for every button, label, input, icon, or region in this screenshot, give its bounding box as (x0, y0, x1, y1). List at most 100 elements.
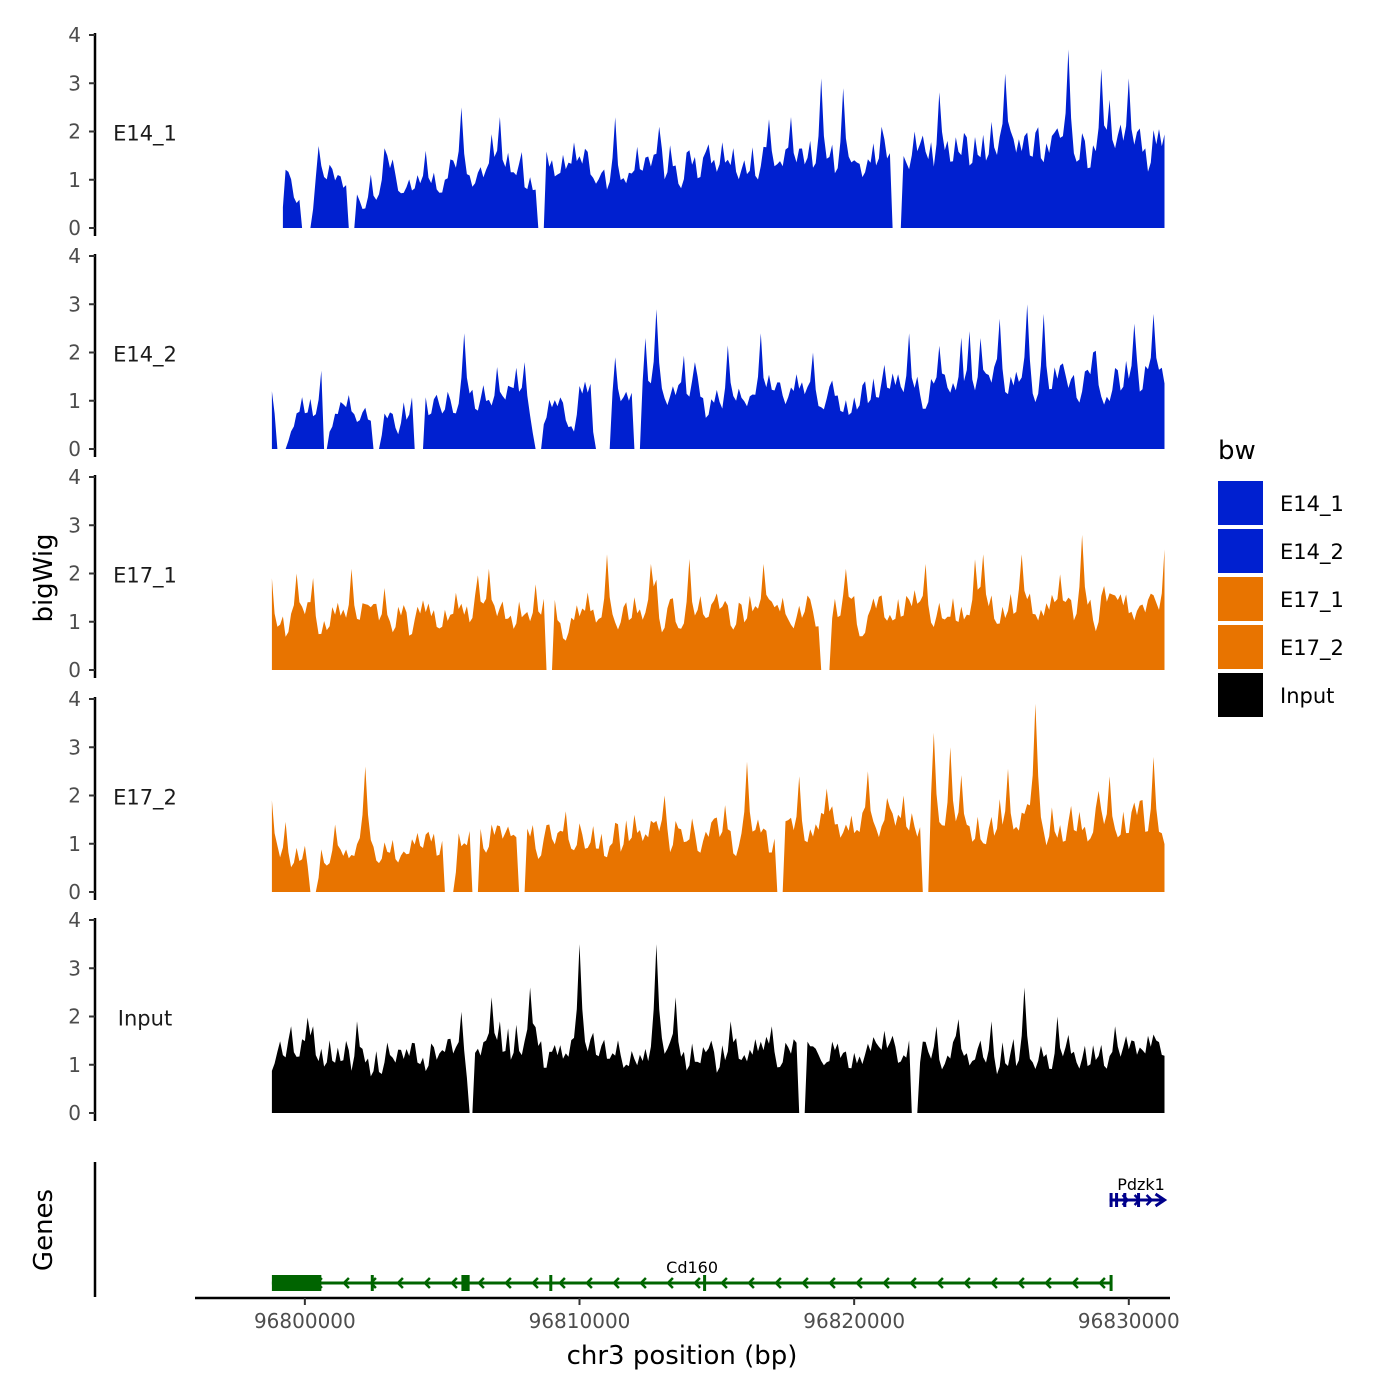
x-axis: 96800000 96810000 96820000 96830000 (195, 1296, 1180, 1333)
exon-Cd160-3 (461, 1275, 470, 1291)
legend-title: bw (1218, 436, 1256, 466)
y-axis-title: bigWig (29, 533, 59, 622)
x-tick-label-96830000: 96830000 (1078, 1309, 1180, 1333)
gene-label-Cd160: Cd160 (666, 1258, 718, 1277)
y-tick-label-E17_2-1: 1 (68, 832, 81, 856)
legend-key-E17_1 (1218, 577, 1263, 621)
strand-chevron-Cd160 (693, 1277, 701, 1289)
strand-chevron-Cd160 (1071, 1277, 1079, 1289)
track-E14_1: 0 1 2 3 4 E14_1 (68, 23, 1165, 240)
strand-chevron-Cd160 (936, 1277, 944, 1289)
legend-label-E14_2: E14_2 (1280, 540, 1344, 565)
area-E14_1 (282, 49, 1165, 228)
track-Input: 0 1 2 3 4 Input (68, 908, 1165, 1125)
exon-Pdzk1-4 (1137, 1193, 1141, 1207)
genes-layer: Cd160 Pdzk1 (93, 1162, 1168, 1297)
strand-chevron-Cd160 (423, 1277, 431, 1289)
area-E17_1 (271, 534, 1165, 670)
track-E17_1: 0 1 2 3 4 E17_1 (68, 465, 1165, 682)
exon-Pdzk1-3 (1123, 1193, 1127, 1207)
strand-chevron-Cd160 (1044, 1277, 1052, 1289)
strand-chevron-Cd160 (774, 1277, 782, 1289)
y-tick-label-E14_2-1: 1 (68, 389, 81, 413)
legend-label-E17_1: E17_1 (1280, 588, 1344, 613)
track-E17_2: 0 1 2 3 4 E17_2 (68, 687, 1165, 904)
strand-chevron-Cd160 (855, 1277, 863, 1289)
exon-Cd160-6 (1109, 1275, 1113, 1291)
x-tick-label-96810000: 96810000 (529, 1309, 631, 1333)
strand-chevron-Cd160 (585, 1277, 593, 1289)
y-tick-label-E17_1-3: 3 (68, 513, 81, 537)
strand-chevron-Cd160 (801, 1277, 809, 1289)
y-tick-label-Input-3: 3 (68, 956, 81, 980)
genes-axis-title: Genes (29, 1189, 59, 1271)
strand-chevron-Cd160 (909, 1277, 917, 1289)
exon-Pdzk1-2 (1115, 1193, 1119, 1207)
strand-chevron-Pdzk1 (1145, 1194, 1154, 1206)
track-label-Input: Input (118, 1007, 172, 1031)
gene-end-arrow-Pdzk1 (1154, 1192, 1168, 1208)
legend-key-E17_2 (1218, 625, 1263, 669)
y-tick-label-E17_1-0: 0 (68, 658, 81, 682)
gene-Cd160: Cd160 (271, 1258, 1113, 1291)
track-E14_2: 0 1 2 3 4 E14_2 (68, 244, 1165, 461)
x-tick-label-96820000: 96820000 (803, 1309, 905, 1333)
exon-Pdzk1-1 (1109, 1193, 1113, 1207)
strand-chevron-Cd160 (666, 1277, 674, 1289)
y-tick-label-E14_1-0: 0 (68, 216, 81, 240)
legend: bw E14_1 E14_2 E17_1 E17_2 Input (1218, 436, 1344, 717)
y-tick-label-E14_2-0: 0 (68, 437, 81, 461)
exon-Cd160-4 (549, 1275, 553, 1291)
strand-chevron-Cd160 (1098, 1277, 1106, 1289)
y-tick-label-E14_2-3: 3 (68, 292, 81, 316)
tracks-layer: 0 1 2 3 4 E14_1 0 1 2 3 4 E14_2 0 1 2 3 4 E17_1 0 1 2 3 4 E17_2… (68, 23, 1165, 1125)
strand-chevron-Cd160 (720, 1277, 728, 1289)
strand-chevron-Cd160 (396, 1277, 404, 1289)
legend-label-E14_1: E14_1 (1280, 492, 1344, 517)
y-tick-label-Input-2: 2 (68, 1005, 81, 1029)
y-tick-label-E17_2-3: 3 (68, 735, 81, 759)
y-tick-label-E17_1-2: 2 (68, 562, 81, 586)
legend-key-Input (1218, 673, 1263, 717)
y-tick-label-Input-0: 0 (68, 1101, 81, 1125)
track-label-E17_1: E17_1 (113, 564, 177, 589)
exon-Cd160-1 (271, 1275, 322, 1291)
strand-chevron-Cd160 (1017, 1277, 1025, 1289)
strand-chevron-Cd160 (477, 1277, 485, 1289)
track-label-E14_2: E14_2 (113, 343, 177, 368)
strand-chevron-Cd160 (504, 1277, 512, 1289)
y-tick-label-E17_1-1: 1 (68, 610, 81, 634)
track-label-E14_1: E14_1 (113, 122, 177, 147)
strand-chevron-Cd160 (450, 1277, 458, 1289)
y-tick-label-E14_2-2: 2 (68, 341, 81, 365)
y-tick-label-E14_1-1: 1 (68, 168, 81, 192)
strand-chevron-Cd160 (990, 1277, 998, 1289)
y-tick-label-E14_2-4: 4 (68, 244, 81, 268)
legend-label-E17_2: E17_2 (1280, 636, 1344, 661)
legend-key-E14_2 (1218, 529, 1263, 573)
strand-chevron-Cd160 (342, 1277, 350, 1289)
area-E14_2 (271, 304, 1165, 449)
x-axis-title: chr3 position (bp) (567, 1341, 798, 1371)
x-tick-label-96800000: 96800000 (254, 1309, 356, 1333)
strand-chevron-Cd160 (963, 1277, 971, 1289)
legend-key-E14_1 (1218, 481, 1263, 525)
y-tick-label-E17_2-2: 2 (68, 784, 81, 808)
legend-label-Input: Input (1280, 684, 1334, 708)
exon-Cd160-2 (370, 1275, 374, 1291)
y-tick-label-E17_2-4: 4 (68, 687, 81, 711)
area-E17_2 (271, 703, 1165, 892)
gene-label-Pdzk1: Pdzk1 (1117, 1175, 1165, 1194)
area-Input (271, 944, 1165, 1113)
strand-chevron-Cd160 (612, 1277, 620, 1289)
strand-chevron-Cd160 (882, 1277, 890, 1289)
y-tick-label-Input-1: 1 (68, 1053, 81, 1077)
y-tick-label-E14_1-3: 3 (68, 71, 81, 95)
exon-Cd160-5 (703, 1275, 707, 1291)
y-tick-label-E17_1-4: 4 (68, 465, 81, 489)
y-tick-label-Input-4: 4 (68, 908, 81, 932)
track-label-E17_2: E17_2 (113, 786, 177, 811)
strand-chevron-Cd160 (828, 1277, 836, 1289)
strand-chevron-Cd160 (531, 1277, 539, 1289)
